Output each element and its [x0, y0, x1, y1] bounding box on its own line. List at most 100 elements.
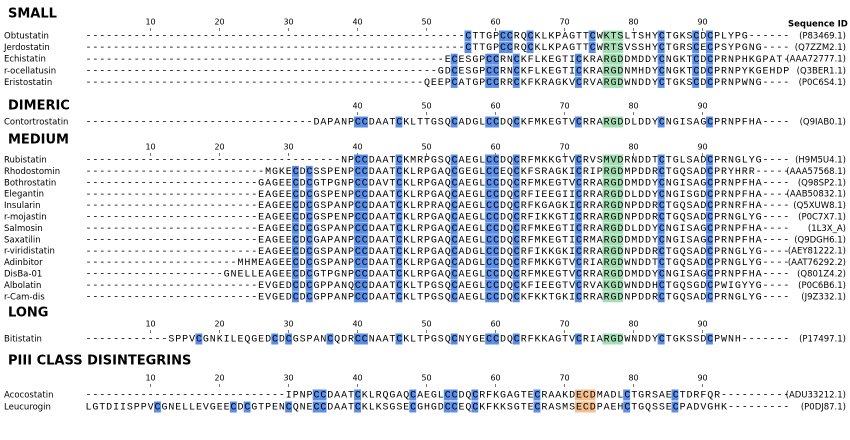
section-title: DIMERIC	[8, 99, 70, 114]
cysteine-highlight	[657, 234, 665, 246]
cysteine-highlight	[657, 76, 665, 88]
motif-highlight	[602, 177, 624, 189]
cysteine-highlight	[706, 65, 713, 77]
cysteine-highlight	[361, 200, 368, 212]
cysteine-highlight	[395, 257, 403, 269]
cysteine-highlight	[492, 211, 499, 223]
cysteine-highlight	[305, 245, 313, 257]
sequence-id: (Q801Z4.2)	[797, 270, 846, 280]
sequence: -------------------------EVGEDCDCGPPANQC…	[85, 281, 789, 292]
cysteine-highlight	[526, 42, 534, 54]
cysteine-highlight	[485, 245, 493, 257]
ruler-label: 20	[214, 143, 224, 152]
cysteine-highlight	[692, 42, 700, 54]
cysteine-highlight	[395, 177, 403, 189]
sequence-id: (AEY81222.1)	[788, 247, 846, 257]
cysteine-highlight	[450, 222, 458, 234]
cysteine-highlight	[574, 165, 582, 177]
motif-highlight	[602, 257, 624, 269]
cysteine-highlight	[354, 401, 361, 413]
cysteine-highlight	[657, 65, 665, 77]
cysteine-highlight	[657, 116, 665, 128]
sequence: ----------------------MHMEAGEECDCGSPANPC…	[85, 258, 789, 269]
cysteine-highlight	[512, 234, 520, 246]
cysteine-highlight	[305, 222, 313, 234]
cysteine-highlight	[285, 401, 292, 413]
cysteine-highlight	[706, 188, 713, 200]
cysteine-highlight	[395, 245, 403, 257]
cysteine-highlight	[706, 279, 713, 291]
cysteine-highlight	[657, 200, 665, 212]
cysteine-highlight	[574, 211, 582, 223]
cysteine-highlight	[526, 30, 534, 42]
motif-highlight	[602, 53, 624, 65]
cysteine-highlight	[574, 333, 582, 345]
cysteine-highlight	[533, 401, 541, 413]
cysteine-highlight	[154, 401, 161, 413]
cysteine-highlight	[361, 154, 368, 166]
cysteine-highlight	[361, 211, 368, 223]
cysteine-highlight	[485, 291, 493, 303]
sequence-id: (Q5XUW8.1)	[793, 201, 846, 211]
cysteine-highlight	[354, 211, 361, 223]
ruler-label: 90	[697, 143, 707, 152]
cysteine-highlight	[512, 154, 520, 166]
ruler-label: 30	[283, 143, 293, 152]
cysteine-highlight	[492, 116, 499, 128]
ruler-label: 10	[145, 374, 155, 383]
sequence: LGTDIISPPVCGNELLEVGEECDCGTPENCQNECCDAATC…	[85, 403, 789, 414]
cysteine-highlight	[492, 177, 499, 189]
cysteine-highlight	[395, 222, 403, 234]
cysteine-highlight	[574, 65, 582, 77]
sequence-name: Saxatilin	[4, 235, 41, 245]
sequence-id: (P0C6S4.1)	[799, 78, 846, 88]
cysteine-highlight	[657, 211, 665, 223]
cysteine-highlight	[292, 268, 299, 280]
cysteine-highlight	[485, 53, 493, 65]
sequence-id: (H9M5U4.1)	[795, 156, 846, 166]
cysteine-highlight	[692, 76, 700, 88]
cysteine-highlight	[657, 268, 665, 280]
cysteine-highlight	[485, 211, 493, 223]
cysteine-highlight	[512, 279, 520, 291]
cysteine-highlight	[450, 200, 458, 212]
cysteine-highlight	[512, 53, 520, 65]
cysteine-highlight	[706, 234, 713, 246]
cysteine-highlight	[395, 291, 403, 303]
cysteine-highlight	[450, 165, 458, 177]
motif-highlight	[602, 234, 624, 246]
cysteine-highlight	[450, 53, 458, 65]
cysteine-highlight	[485, 333, 493, 345]
sequence: -------------------------GAGEECDCGTPGNPC…	[85, 178, 789, 189]
cysteine-highlight	[361, 234, 368, 246]
cysteine-highlight	[305, 211, 313, 223]
cysteine-highlight	[292, 177, 299, 189]
cysteine-highlight	[354, 291, 361, 303]
cysteine-highlight	[492, 188, 499, 200]
cysteine-highlight	[354, 257, 361, 269]
sequence-id: (AAT76292.2)	[788, 258, 846, 268]
cysteine-highlight	[312, 389, 320, 401]
cysteine-highlight	[574, 53, 582, 65]
ruler-label: 70	[559, 374, 569, 383]
cysteine-highlight	[657, 257, 665, 269]
cysteine-highlight	[319, 401, 327, 413]
cysteine-highlight	[319, 389, 327, 401]
cysteine-highlight	[512, 222, 520, 234]
sequence-name: Contortrostatin	[4, 118, 68, 128]
cysteine-highlight	[292, 234, 299, 246]
cysteine-highlight	[574, 279, 582, 291]
cysteine-highlight	[485, 279, 493, 291]
sequence: -------------------------EAGEECDCGAPANPC…	[85, 235, 789, 246]
cysteine-highlight	[485, 234, 493, 246]
motif-highlight	[602, 42, 624, 54]
sequence-name: Salmosin	[4, 224, 43, 234]
sequence-name: Eristostatin	[4, 78, 52, 88]
sequence: -------------------------------------NPC…	[85, 156, 789, 167]
sequence-name: DisBa-01	[4, 270, 42, 280]
sequence-name: Echistatin	[4, 55, 46, 65]
sequence-name: Bitistatin	[4, 335, 42, 345]
cysteine-highlight	[195, 333, 203, 345]
cysteine-highlight	[492, 245, 499, 257]
sequence-name: r-viridistatin	[4, 247, 55, 257]
